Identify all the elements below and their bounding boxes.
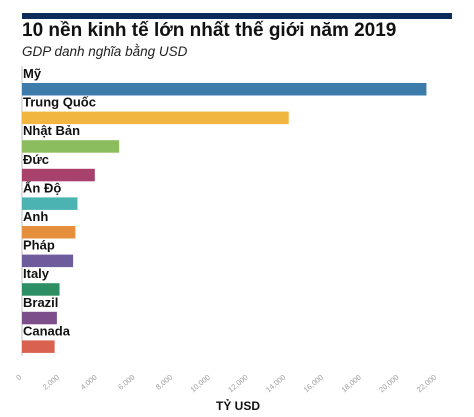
bar-brazil <box>22 311 57 325</box>
category-label-duc: Đức <box>23 152 49 167</box>
category-label-anh: Anh <box>23 209 48 224</box>
bar-phap <box>22 254 74 268</box>
title-accent-bar <box>22 13 452 19</box>
x-tick-label: 22,000 <box>415 373 438 395</box>
bar-my <box>22 83 427 96</box>
category-label-canada: Canada <box>23 323 71 338</box>
chart-subtitle: GDP danh nghĩa bằng USD <box>22 44 188 59</box>
bar-duc <box>22 168 95 182</box>
x-tick-label: 10,000 <box>189 373 212 395</box>
category-label-an-do: Ấn Độ <box>23 180 61 195</box>
bar-trung-quoc <box>22 111 289 125</box>
category-label-my: Mỹ <box>23 66 42 81</box>
x-tick-label: 12,000 <box>226 373 249 395</box>
x-tick-label: 16,000 <box>302 373 325 395</box>
bar-italy <box>22 283 60 296</box>
x-tick-label: 18,000 <box>339 373 362 395</box>
category-label-italy: Italy <box>23 266 50 281</box>
x-tick-label: 8,000 <box>154 373 174 392</box>
bar-anh <box>22 226 76 239</box>
bar-canada <box>22 340 55 353</box>
category-label-trung-quoc: Trung Quốc <box>23 95 96 110</box>
x-axis-title: TỶ USD <box>216 398 260 413</box>
x-tick-label: 14,000 <box>264 373 287 395</box>
x-tick-label: 20,000 <box>377 373 400 395</box>
x-tick-label: 4,000 <box>79 373 99 392</box>
chart-title: 10 nền kinh tế lớn nhất thế giới năm 201… <box>22 20 397 41</box>
x-tick-label: 2,000 <box>41 373 61 392</box>
category-label-nhat-ban: Nhật Bản <box>23 123 80 138</box>
x-tick-label: 0 <box>14 373 23 383</box>
bar-an-do <box>22 197 78 210</box>
x-tick-label: 6,000 <box>116 373 136 392</box>
category-label-brazil: Brazil <box>23 295 58 310</box>
category-label-phap: Pháp <box>23 238 55 253</box>
bar-nhat-ban <box>22 140 120 153</box>
